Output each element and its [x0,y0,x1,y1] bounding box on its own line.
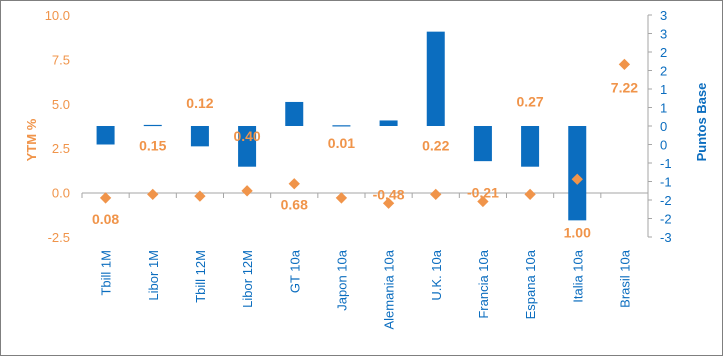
x-tick-label: Tbill 12M [193,250,208,303]
data-label: -0.21 [467,184,499,200]
marker-point [335,192,348,204]
x-tick-label: U.K. 10a [429,249,444,300]
data-label: 0.12 [186,95,213,111]
y2-tick-label: -3 [660,230,672,245]
marker-point [194,190,206,202]
y2-tick-label: -2 [660,212,672,227]
marker-point [571,173,583,185]
data-label: -0.48 [373,186,405,202]
bar [568,126,587,221]
y-tick-label: 10.0 [45,8,70,23]
marker-point [241,185,253,197]
marker-point [382,197,395,209]
y2-tick-label: 0 [660,119,667,134]
bar [473,126,492,162]
x-tick-label: Francia 10a [476,249,491,318]
x-tick-label: Italia 10a [570,249,585,303]
y2-tick-label: -1 [660,156,672,171]
marker-point [477,195,489,208]
y2-tick-label: 3 [660,27,667,42]
x-tick-label: Alemania 10a [382,249,397,329]
y-tick-label: 0.0 [52,186,70,201]
x-tick-label: Libor 12M [240,250,255,308]
bar [332,125,351,127]
marker-point [99,192,112,204]
marker-point [147,188,159,201]
data-label: 0.22 [422,137,449,153]
data-label: 0.15 [139,137,166,153]
data-label: 0.68 [281,197,308,213]
data-label: 0.08 [92,211,119,227]
y2-axis-title: Puntos Base [694,83,709,162]
data-label: 1.00 [564,224,591,240]
y2-tick-label: 0 [660,138,667,153]
y2-tick-label: 3 [660,8,667,23]
y-tick-label: 5.0 [52,97,70,112]
marker-point [524,188,536,201]
data-label: 0.01 [328,135,355,151]
bar [379,120,398,126]
marker-point [430,188,442,201]
y2-tick-label: 1 [660,82,667,97]
y2-tick-label: -2 [660,193,672,208]
data-label: 7.22 [611,79,638,95]
x-tick-label: Brasil 10a [617,249,632,308]
y-axis-title: YTM % [24,118,39,161]
y-tick-label: -2.5 [48,230,70,245]
x-tick-label: Espana 10a [523,249,538,319]
bar [143,124,162,127]
x-tick-label: Libor 1M [146,250,161,301]
bar [426,31,445,126]
y2-tick-label: 1 [660,101,667,116]
x-tick-label: Tbill 1M [99,250,114,296]
y2-tick-label: -1 [660,175,672,190]
x-tick-label: GT 10a [287,249,302,293]
bar [285,101,304,126]
y2-tick-label: 2 [660,45,667,60]
bar [190,126,209,147]
marker-point [618,58,631,71]
x-tick-label: Japon 10a [334,249,349,310]
bar [96,126,115,145]
bar [521,126,540,167]
y-tick-label: 7.5 [52,52,70,67]
y2-tick-label: 2 [660,64,667,79]
marker-point [288,178,300,190]
data-label: 0.40 [233,128,260,144]
bar [238,126,257,167]
data-label: 0.27 [516,93,543,109]
y-tick-label: 2.5 [52,141,70,156]
